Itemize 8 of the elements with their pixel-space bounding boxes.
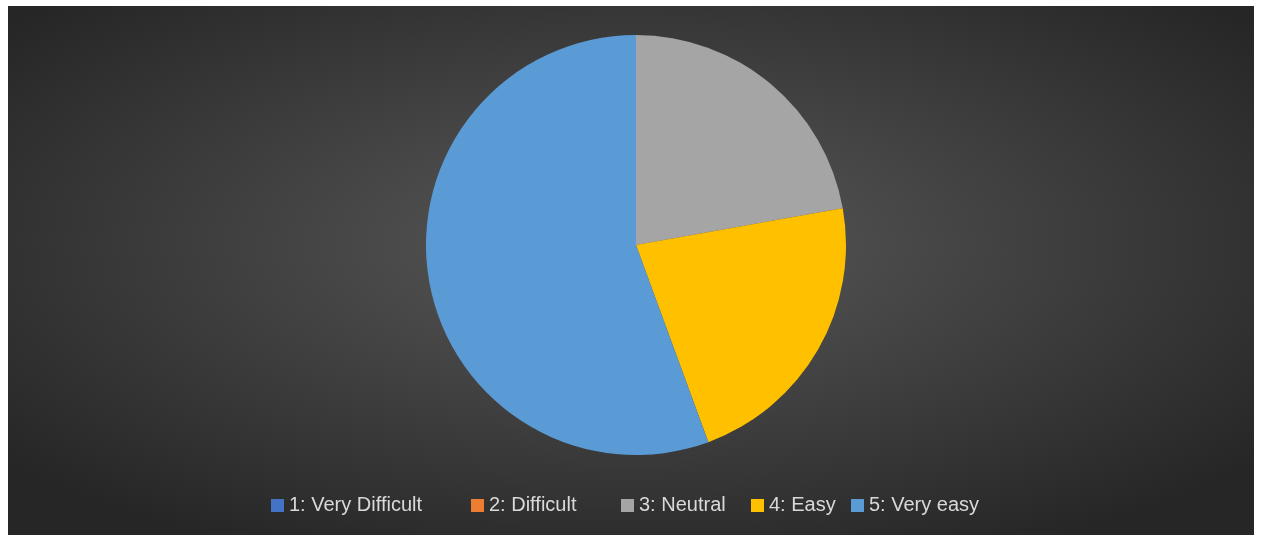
pie-slice (636, 208, 846, 443)
legend-label: 3: Neutral (639, 493, 726, 516)
legend-label: 5: Very easy (869, 493, 980, 516)
legend-label: 4: Easy (769, 493, 836, 516)
pie-slice (426, 35, 709, 455)
legend-label: 2: Difficult (489, 493, 577, 516)
pie-slice (636, 35, 843, 245)
legend-label: 1: Very Difficult (289, 493, 423, 516)
